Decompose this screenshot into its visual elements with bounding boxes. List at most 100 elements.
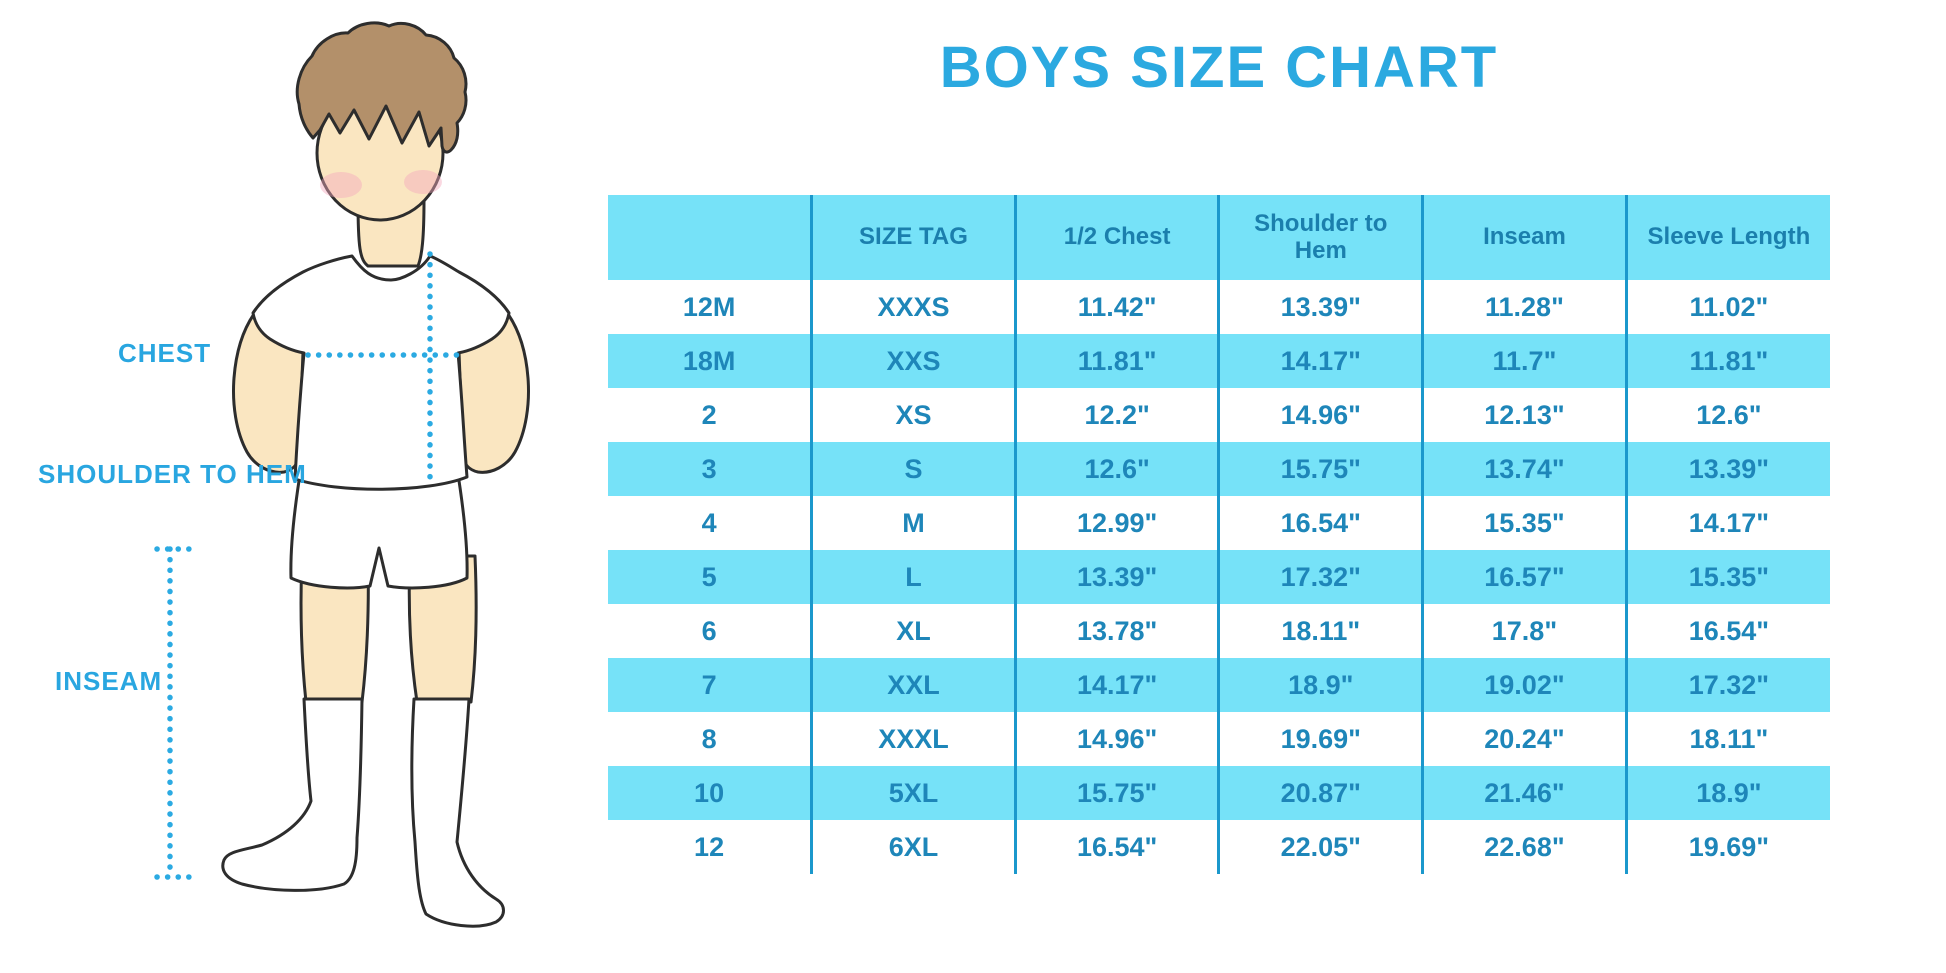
table-row: 12 6XL 16.54" 22.05" 22.68" 19.69" [608, 820, 1830, 874]
size-cell: 5XL [810, 766, 1016, 820]
t-shirt [251, 254, 511, 491]
header-cell: SIZE TAG [810, 195, 1016, 280]
size-cell: 22.68" [1421, 820, 1627, 874]
left-sock [221, 697, 364, 892]
size-cell: 18.9" [1217, 658, 1423, 712]
table-row: 6 XL 13.78" 18.11" 17.8" 16.54" [608, 604, 1830, 658]
size-cell: XXL [810, 658, 1016, 712]
table-row: 18M XXS 11.81" 14.17" 11.7" 11.81" [608, 334, 1830, 388]
size-cell: XXS [810, 334, 1016, 388]
header-cell: 1/2 Chest [1013, 195, 1219, 280]
size-cell: 14.96" [1013, 712, 1219, 766]
size-cell: 15.35" [1624, 550, 1830, 604]
size-cell: 12 [694, 831, 725, 862]
size-cell: 15.75" [1217, 442, 1423, 496]
size-cell: 11.42" [1013, 280, 1219, 334]
size-cell: 11.02" [1624, 280, 1830, 334]
cheek-left [320, 172, 362, 198]
size-cell: 12.6" [1013, 442, 1219, 496]
inseam-measure-line [154, 546, 196, 880]
size-cell: 17.32" [1217, 550, 1423, 604]
size-cell: 13.39" [1217, 280, 1423, 334]
size-cell: 16.54" [1624, 604, 1830, 658]
boy-illustration [154, 21, 530, 928]
size-cell: 14.96" [1217, 388, 1423, 442]
chest-label: CHEST [118, 338, 212, 368]
hair [295, 21, 468, 154]
inseam-label: INSEAM [55, 666, 163, 696]
table-row: 4 M 12.99" 16.54" 15.35" 14.17" [608, 496, 1830, 550]
size-cell: 2 [701, 399, 717, 430]
table-row: 3 S 12.6" 15.75" 13.74" 13.39" [608, 442, 1830, 496]
size-cell: 18.9" [1624, 766, 1830, 820]
size-cell: 18.11" [1217, 604, 1423, 658]
size-cell: 12M [682, 291, 736, 322]
header-cell: Shoulder to Hem [1217, 195, 1423, 280]
size-cell: L [810, 550, 1016, 604]
size-cell: XXXS [810, 280, 1016, 334]
size-cell: XL [810, 604, 1016, 658]
size-cell: 14.17" [1013, 658, 1219, 712]
size-cell: 11.81" [1013, 334, 1219, 388]
size-cell: 14.17" [1217, 334, 1423, 388]
size-cell: M [810, 496, 1016, 550]
size-cell: XS [810, 388, 1016, 442]
size-cell: 13.78" [1013, 604, 1219, 658]
size-cell: 13.39" [1013, 550, 1219, 604]
size-cell: 19.02" [1421, 658, 1627, 712]
size-cell: 11.7" [1421, 334, 1627, 388]
size-cell: 22.05" [1217, 820, 1423, 874]
right-sock [410, 697, 505, 928]
size-cell: XXXL [810, 712, 1016, 766]
size-cell: 19.69" [1217, 712, 1423, 766]
size-cell: 16.57" [1421, 550, 1627, 604]
size-cell: 7 [608, 658, 812, 712]
page-title: BOYS SIZE CHART [939, 35, 1499, 100]
size-cell: 18M [608, 334, 812, 388]
size-cell: 12.99" [1013, 496, 1219, 550]
size-cell: 10 [608, 766, 812, 820]
size-table-body: 12M XXXS 11.42" 13.39" 11.28" 11.02" 18M XXS 11.… [608, 280, 1830, 874]
table-row: 7 XXL 14.17" 18.9" 19.02" 17.32" [608, 658, 1830, 712]
size-cell: 21.46" [1421, 766, 1627, 820]
size-cell: 16.54" [1013, 820, 1219, 874]
header-cell: Inseam [1421, 195, 1627, 280]
size-table-header: SIZE TAG 1/2 Chest Shoulder to Hem Inseam Sl… [608, 195, 1830, 280]
header-cell: Sleeve Length [1624, 195, 1830, 280]
table-row: 12M XXXS 11.42" 13.39" 11.28" 11.02" [608, 280, 1830, 334]
size-cell: 11.81" [1624, 334, 1830, 388]
table-row: 2 XS 12.2" 14.96" 12.13" 12.6" [608, 388, 1830, 442]
size-cell: 4 [701, 507, 717, 538]
table-row: 10 5XL 15.75" 20.87" 21.46" 18.9" [608, 766, 1830, 820]
size-cell: 15.35" [1421, 496, 1627, 550]
size-cell: 17.32" [1624, 658, 1830, 712]
size-cell: 6XL [810, 820, 1016, 874]
size-cell: 18.11" [1624, 712, 1830, 766]
table-row: 5 L 13.39" 17.32" 16.57" 15.35" [608, 550, 1830, 604]
size-cell: 19.69" [1624, 820, 1830, 874]
size-cell: 8 [701, 723, 717, 754]
size-cell: 15.75" [1013, 766, 1219, 820]
size-cell: S [810, 442, 1016, 496]
size-cell: 13.39" [1624, 442, 1830, 496]
size-cell: 20.87" [1217, 766, 1423, 820]
size-cell: 11.28" [1421, 280, 1627, 334]
shorts [289, 466, 469, 590]
table-row: 8 XXXL 14.96" 19.69" 20.24" 18.11" [608, 712, 1830, 766]
size-cell: 20.24" [1421, 712, 1627, 766]
shoulder-to-hem-label: SHOULDER TO HEM [38, 459, 307, 489]
size-table: SIZE TAG 1/2 Chest Shoulder to Hem Inseam Sl… [608, 195, 1830, 874]
right-leg [407, 554, 478, 704]
size-cell: 3 [608, 442, 812, 496]
size-cell: 12.2" [1013, 388, 1219, 442]
table-header-row: SIZE TAG 1/2 Chest Shoulder to Hem Inseam Sl… [608, 195, 1830, 280]
size-cell: 14.17" [1624, 496, 1830, 550]
size-cell: 6 [701, 615, 717, 646]
header-cell [608, 195, 812, 280]
size-cell: 13.74" [1421, 442, 1627, 496]
size-cell: 5 [608, 550, 812, 604]
cheek-right [404, 170, 442, 194]
size-cell: 12.13" [1421, 388, 1627, 442]
size-cell: 12.6" [1624, 388, 1830, 442]
